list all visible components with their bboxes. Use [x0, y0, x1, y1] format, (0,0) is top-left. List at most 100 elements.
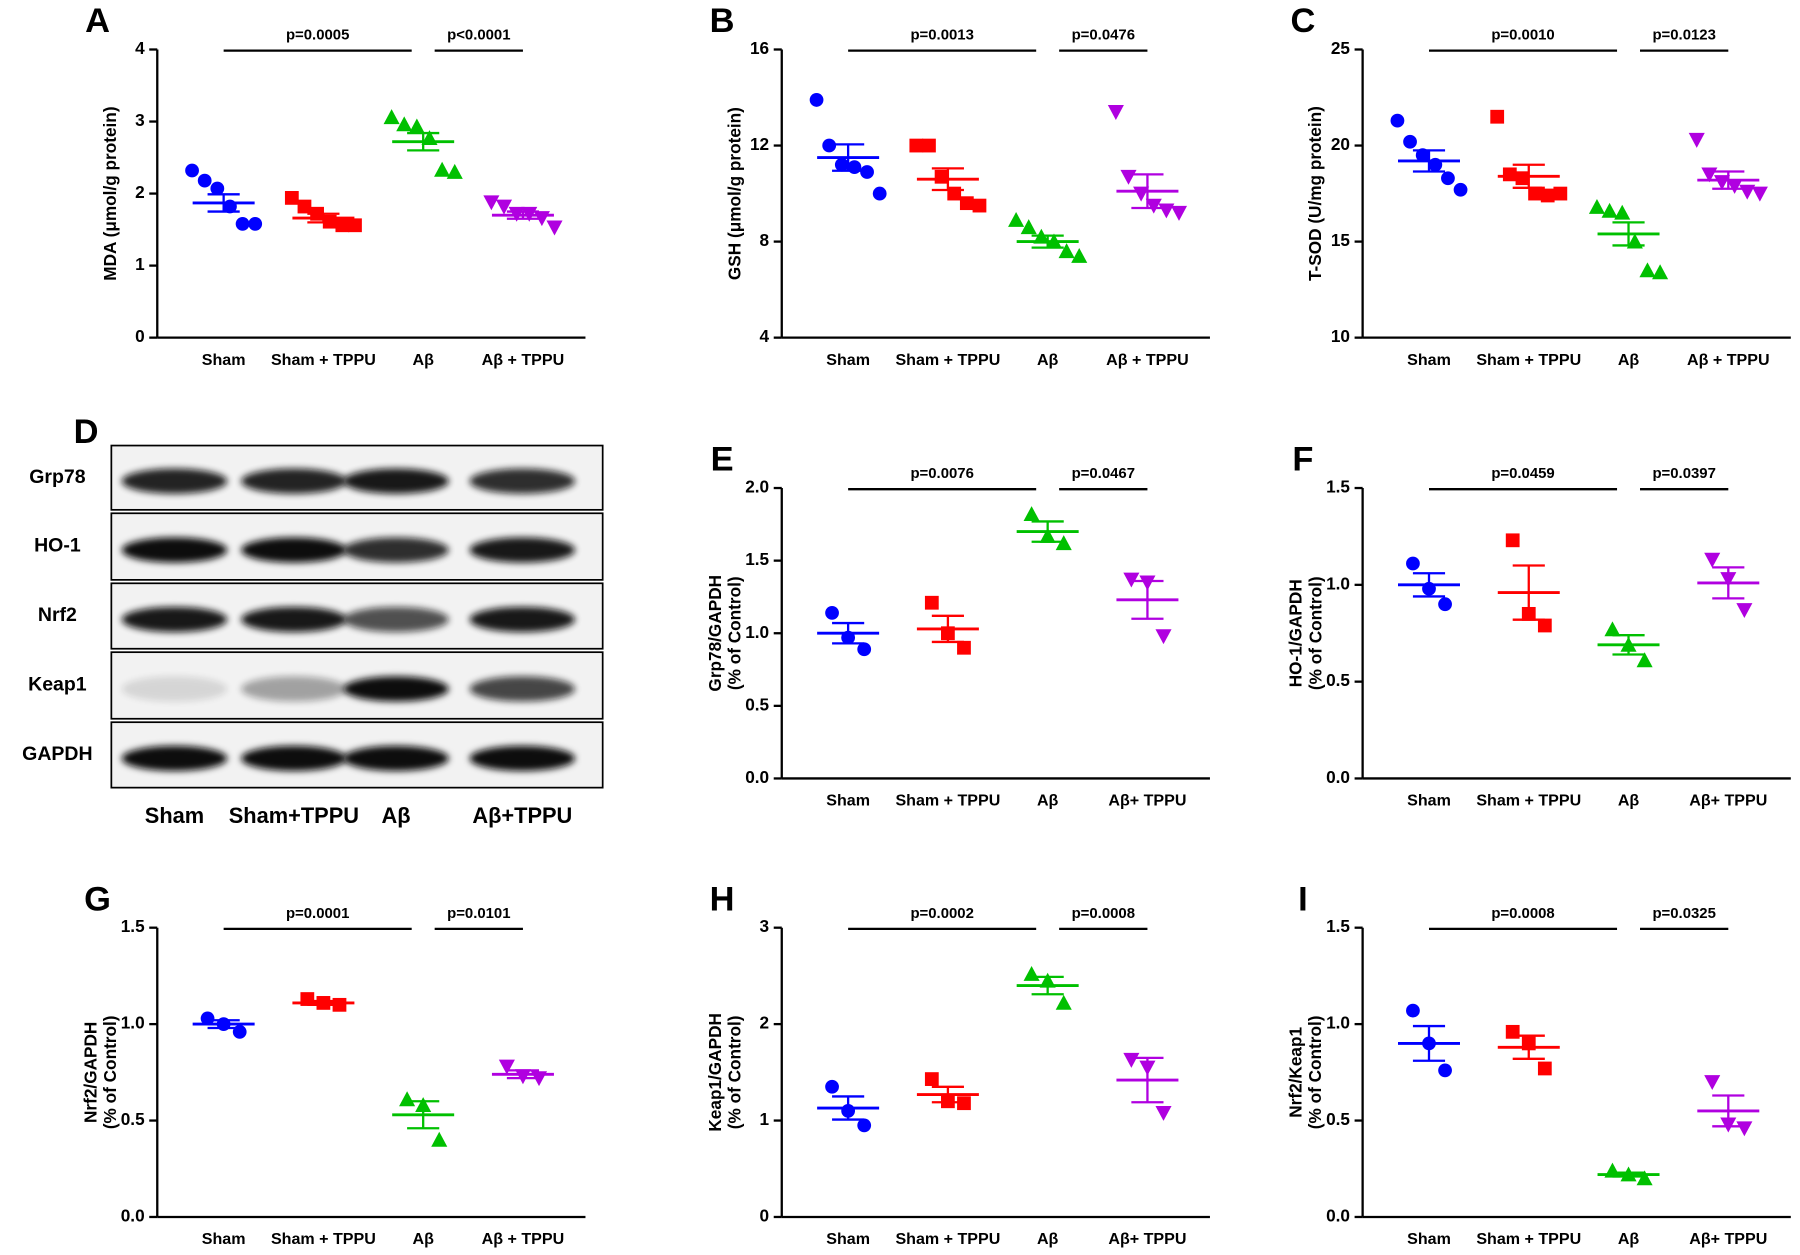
x-tick-label: Aβ + TPPU: [1106, 351, 1189, 369]
data-point: [1453, 182, 1468, 197]
error-bar: [307, 999, 340, 1006]
y-tick-label: 0.5: [745, 694, 769, 714]
data-point: [834, 157, 849, 172]
data-point: [1704, 1075, 1721, 1091]
blot-row-label: Nrf2: [38, 604, 77, 626]
p-value: p=0.0013: [910, 27, 973, 44]
error-bar: [1412, 149, 1446, 173]
y-tick-label: 12: [750, 134, 769, 154]
y-axis-label: Grp78/GAPDH: [705, 575, 725, 692]
error-bar: [207, 1019, 240, 1030]
data-point: [860, 165, 874, 179]
y-axis-label: HO-1/GAPDH: [1286, 579, 1306, 687]
x-tick-label: Sham + TPPU: [895, 1230, 1000, 1248]
blot-band: [343, 745, 449, 771]
data-point: [1537, 1061, 1552, 1076]
x-tick-label: Aβ+ TPPU: [1689, 792, 1767, 810]
error-bar: [207, 193, 240, 213]
data-point: [1736, 603, 1753, 619]
y-axis-label: (% of Control): [100, 1015, 120, 1129]
data-point: [1403, 134, 1417, 149]
y-tick-label: 1.0: [121, 1013, 145, 1033]
panel-letter: H: [710, 880, 735, 918]
blot-lane-label: Aβ+TPPU: [472, 803, 572, 828]
data-point: [1008, 211, 1025, 227]
p-value: p=0.0397: [1652, 465, 1715, 482]
y-tick-label: 3: [135, 110, 145, 130]
x-tick-label: Aβ: [1618, 1230, 1640, 1248]
p-value: p=0.0008: [1072, 905, 1135, 922]
error-bar: [1131, 579, 1164, 620]
data-point: [1490, 109, 1505, 124]
error-bar: [307, 212, 340, 224]
data-point: [1636, 1170, 1653, 1186]
error-bar: [506, 210, 540, 220]
x-tick-label: Aβ + TPPU: [1687, 351, 1770, 369]
blot-band: [241, 745, 347, 771]
error-bar: [1612, 1171, 1645, 1178]
data-point: [847, 160, 862, 175]
blot-row-label: HO-1: [34, 535, 81, 557]
x-tick-label: Sham: [826, 1230, 870, 1248]
data-point: [809, 93, 824, 107]
data-point: [399, 1091, 416, 1107]
y-axis-label: T-SOD (U/mg protein): [1305, 106, 1325, 281]
blot-row-label: Grp78: [29, 466, 86, 488]
data-point: [335, 218, 350, 233]
data-point: [924, 1072, 939, 1086]
panel-letter: C: [1291, 2, 1316, 40]
p-value: p=0.0467: [1072, 465, 1135, 482]
error-bar: [931, 614, 964, 644]
data-point: [1438, 597, 1452, 612]
data-point: [857, 1118, 872, 1133]
data-point: [483, 195, 500, 211]
data-point: [1553, 186, 1568, 201]
blot-row-label: Keap1: [28, 674, 87, 696]
data-point: [1123, 1052, 1140, 1068]
data-point: [1639, 262, 1656, 278]
error-bar: [1712, 1094, 1745, 1128]
blot-lane-label: Sham: [145, 803, 204, 828]
x-tick-label: Sham + TPPU: [895, 792, 1000, 810]
error-bar: [1612, 634, 1645, 656]
data-point: [498, 1059, 515, 1075]
error-bar: [1412, 572, 1446, 598]
blot-band: [469, 745, 576, 771]
data-point: [1438, 1063, 1452, 1078]
y-tick-label: 1.0: [745, 622, 769, 642]
data-point: [1726, 179, 1743, 194]
y-axis-label: MDA (μmol/g protein): [100, 106, 120, 280]
x-tick-label: Sham: [826, 792, 870, 810]
x-tick-label: Aβ: [412, 1230, 434, 1248]
data-point: [495, 199, 513, 215]
data-point: [1751, 186, 1768, 202]
blot-band: [469, 468, 576, 494]
panel-letter: F: [1292, 441, 1313, 479]
error-bar: [832, 1095, 865, 1121]
data-point: [1406, 1003, 1420, 1018]
data-point: [857, 642, 872, 657]
blot-lane-label: Aβ: [382, 803, 411, 828]
x-tick-label: Sham: [1407, 1230, 1451, 1248]
p-value: p<0.0001: [447, 27, 510, 44]
error-bar: [1512, 163, 1545, 189]
x-tick-label: Sham + TPPU: [1476, 351, 1581, 369]
x-tick-label: Sham: [826, 351, 870, 369]
panel-letter: B: [710, 2, 735, 40]
blot-band: [121, 606, 228, 633]
blot-band: [469, 537, 576, 563]
data-point: [1071, 247, 1088, 263]
error-bar: [506, 1069, 540, 1080]
y-tick-label: 8: [760, 230, 770, 250]
y-tick-label: 20: [1331, 134, 1350, 154]
x-tick-label: Sham + TPPU: [271, 351, 376, 369]
error-bar: [1712, 170, 1745, 190]
data-point: [1107, 105, 1124, 120]
data-point: [1537, 618, 1552, 633]
y-axis-label: (% of Control): [1305, 576, 1325, 690]
p-value: p=0.0459: [1491, 465, 1554, 482]
data-point: [1652, 264, 1669, 280]
error-bar: [1512, 1034, 1545, 1060]
data-point: [1540, 188, 1555, 203]
